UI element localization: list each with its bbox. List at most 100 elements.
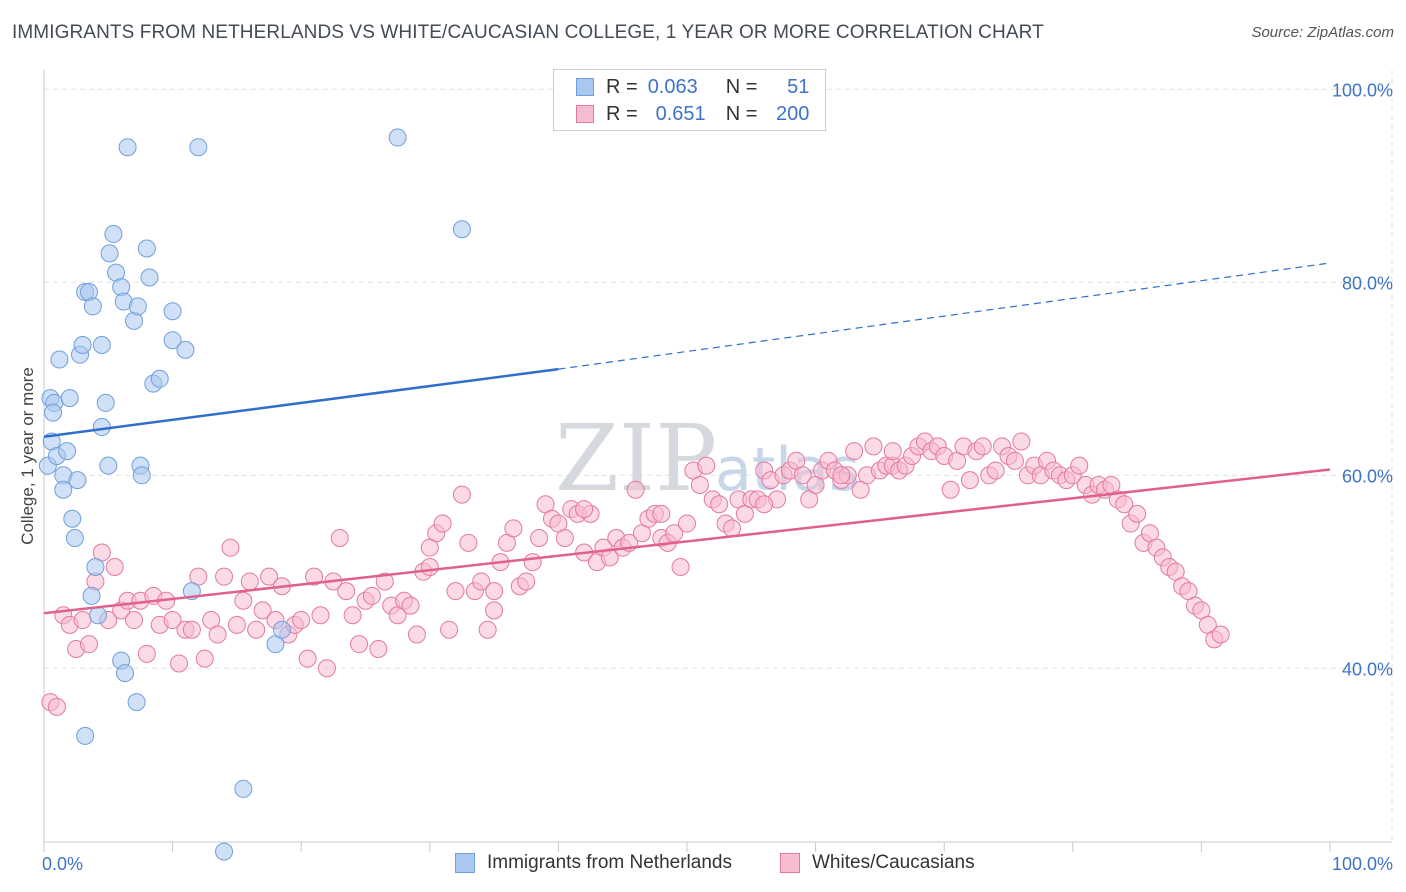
data-point [92,418,111,437]
data-point [63,509,82,528]
legend-r-label: R = [606,102,638,125]
data-point [44,403,63,422]
data-point [195,649,214,668]
data-point [99,456,118,475]
data-point [986,461,1005,480]
data-point [215,842,234,861]
legend-row-whites: R = 0.651 N = 200 [576,101,809,127]
data-point [478,620,497,639]
data-point [350,635,369,654]
x-tick-label-min: 0.0% [42,854,83,874]
data-point [832,466,851,485]
y-tick-label: 80.0% [1342,273,1393,293]
data-point [132,466,151,485]
data-point [298,649,317,668]
data-point [50,350,69,369]
legend-n-value: 51 [787,75,810,98]
data-point [92,336,111,355]
data-point [407,625,426,644]
data-point [369,640,388,658]
data-point [690,475,709,494]
data-point [1128,504,1147,523]
data-point [517,572,536,591]
data-point [253,601,272,620]
legend-item-netherlands[interactable]: Immigrants from Netherlands [455,852,732,874]
data-point [234,591,253,610]
series-netherlands-points [38,128,471,861]
y-axis-label: College, 1 year or more [18,367,37,545]
data-point [73,611,92,630]
data-point [247,620,266,639]
data-point [176,340,195,359]
legend-swatch-netherlands [576,78,594,96]
data-point [575,500,594,519]
data-point [446,582,465,601]
data-point [883,442,902,461]
data-point [89,606,108,625]
data-point [472,572,491,591]
gridlines [44,70,1393,842]
data-point [311,606,330,625]
data-point [240,572,259,591]
series-whites-points [41,432,1230,716]
trend-lines [43,262,1331,615]
data-point [793,466,812,485]
data-point [116,664,135,683]
data-point [459,533,478,552]
data-point [626,480,645,499]
y-tick-label: 100.0% [1332,80,1393,100]
data-point [58,442,77,461]
data-point [388,128,407,147]
legend-label-netherlands: Immigrants from Netherlands [487,852,732,873]
data-point [343,606,362,625]
data-point [1211,625,1230,644]
data-point [170,654,189,673]
legend-swatch-netherlands [455,853,475,873]
data-point [137,644,156,663]
y-tick-label: 40.0% [1342,659,1393,679]
data-point [80,635,99,654]
data-point [127,693,146,712]
data-point [452,485,471,504]
data-point [864,437,883,456]
data-point [1012,432,1031,451]
data-point [86,557,105,576]
series-legend: Immigrants from Netherlands Whites/Cauca… [0,852,1406,878]
data-point [1005,451,1024,470]
data-point [163,611,182,630]
data-point [221,538,240,557]
legend-item-whites[interactable]: Whites/Caucasians [780,852,975,874]
data-point [440,620,459,639]
data-point [941,480,960,499]
data-point [272,620,291,639]
data-point [100,244,119,263]
axes [43,70,1392,852]
correlation-legend: R = 0.063 N = 51 R = 0.651 N = 200 [553,69,826,131]
data-point [973,437,992,456]
data-point [755,495,774,514]
data-point [710,495,729,514]
data-point [234,779,253,798]
trend-line [43,367,559,438]
data-point [555,529,574,548]
data-point [375,572,394,591]
legend-n-value: 200 [776,102,810,125]
data-point [292,611,311,630]
y-tick-label: 60.0% [1342,466,1393,486]
trend-line [43,468,1331,615]
legend-n-label: N = [725,102,758,125]
data-point [83,297,102,316]
data-point [362,586,381,605]
data-point [960,471,979,490]
data-point [420,538,439,557]
data-point [208,625,227,644]
data-point [652,504,671,523]
legend-swatch-whites [576,105,594,123]
data-point [150,369,169,388]
data-point [215,567,234,586]
data-point [485,582,504,601]
data-point [82,586,101,605]
data-point [65,529,84,548]
data-point [163,302,182,321]
